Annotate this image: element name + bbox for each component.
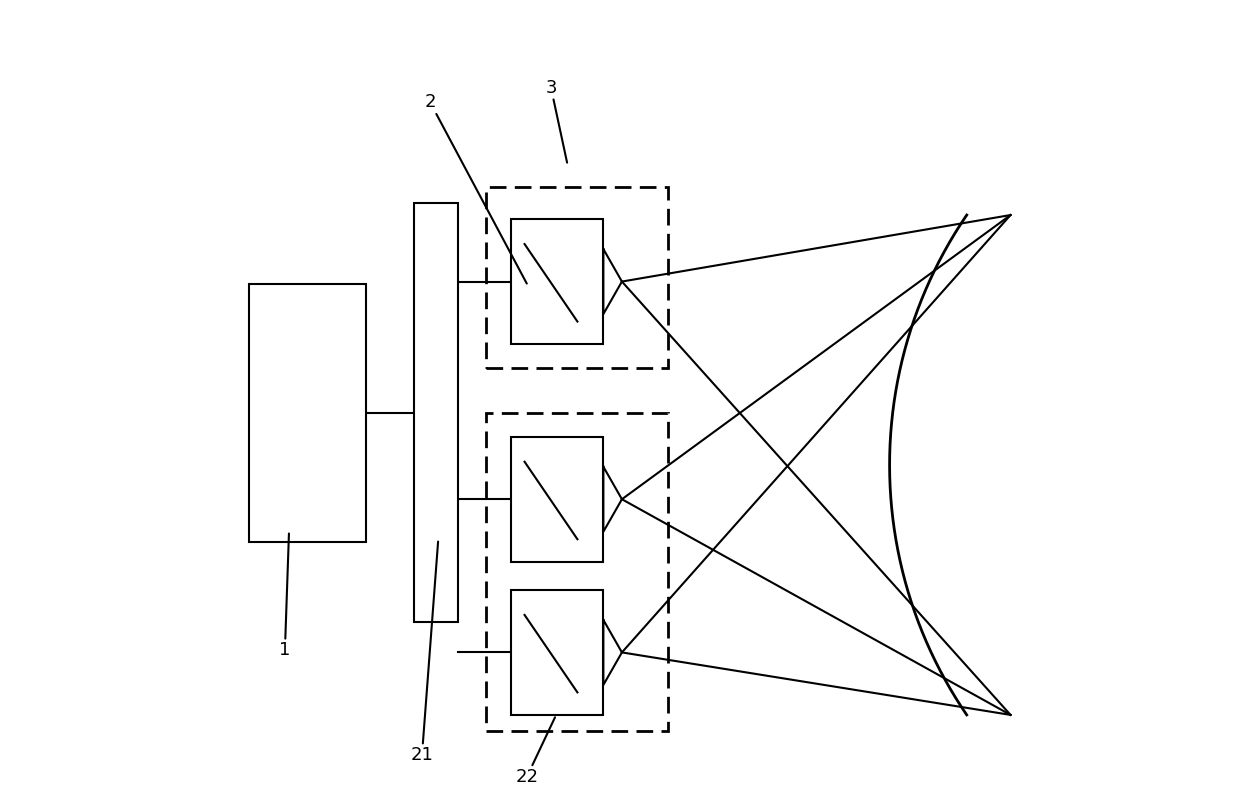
- Text: 21: 21: [410, 541, 439, 765]
- Bar: [510, 219, 603, 344]
- Text: 3: 3: [545, 78, 567, 163]
- Text: 1: 1: [279, 533, 291, 659]
- Bar: [249, 284, 366, 541]
- Bar: [510, 437, 603, 561]
- Bar: [487, 187, 668, 368]
- Bar: [414, 203, 458, 622]
- Bar: [487, 413, 668, 731]
- Text: 22: 22: [515, 718, 555, 786]
- Bar: [510, 590, 603, 715]
- Text: 2: 2: [424, 93, 527, 284]
